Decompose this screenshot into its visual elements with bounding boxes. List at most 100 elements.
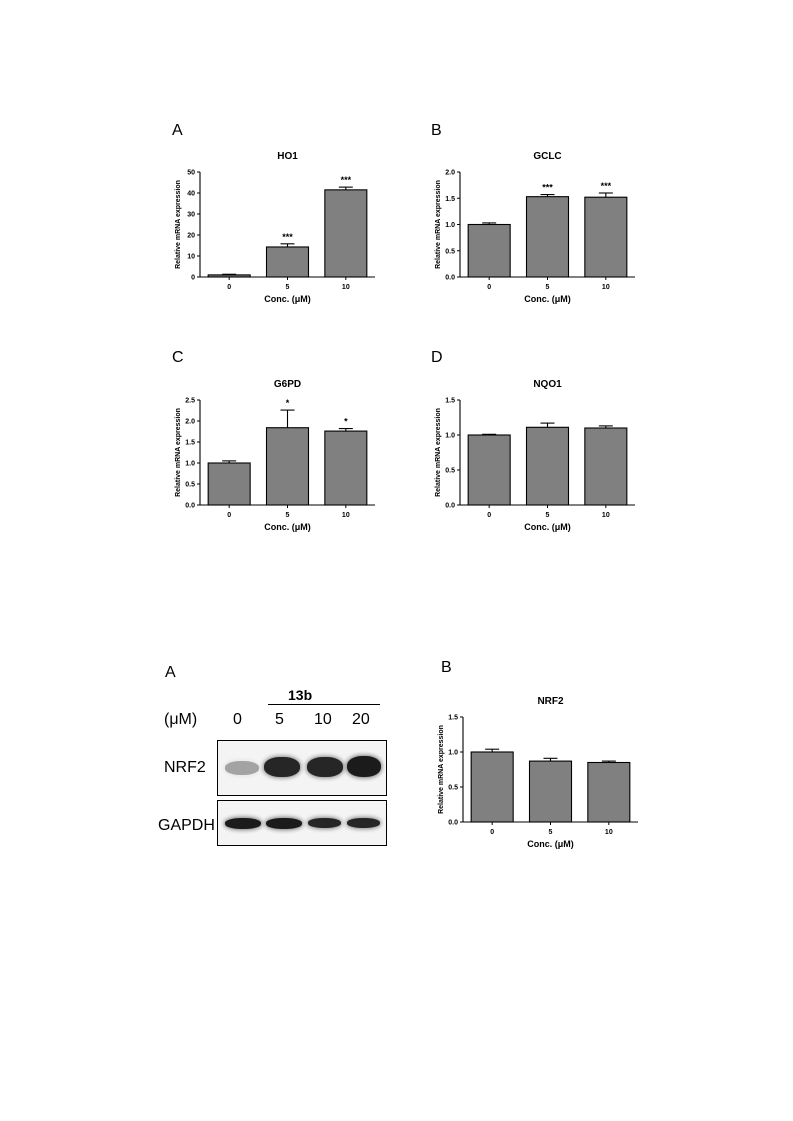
y-tick-label: 1.0: [445, 222, 455, 229]
compound-underline: [268, 704, 380, 705]
nrf2-band-lane4: [347, 756, 381, 777]
chart-nrf2: NRF2 0.0 0.5 1.0 1.5 0 5 10 Conc. (μM) Relative m…: [438, 696, 638, 849]
gapdh-blot-strip: [217, 800, 387, 846]
significance-marker: ***: [282, 232, 293, 242]
chart-gclc: GCLC 0.0 0.5 1.0 1.5 2.0 0 5 *** 10 *** Conc. (μM) R…: [435, 151, 635, 304]
y-tick-label: 2.0: [185, 419, 195, 426]
x-tick-label: 0: [227, 512, 231, 519]
y-tick-label: 0.5: [185, 482, 195, 489]
lane-label-20: 20: [352, 711, 370, 728]
bar: [467, 434, 511, 506]
x-tick-label: 10: [342, 512, 350, 519]
y-tick-label: 0.5: [445, 248, 455, 255]
row-label-gapdh: GAPDH: [158, 817, 215, 834]
y-tick-label: 0.0: [445, 503, 455, 510]
y-tick-label: 20: [187, 233, 195, 240]
x-tick-label: 10: [602, 284, 610, 291]
y-tick-label: 1.5: [448, 715, 458, 722]
y-tick-label: 1.5: [185, 440, 195, 447]
x-tick-label: 0: [487, 512, 491, 519]
chart-title: HO1: [277, 151, 298, 162]
panel-letter-a: A: [172, 122, 183, 139]
bar: [265, 246, 310, 278]
x-tick-label: 5: [546, 284, 550, 291]
x-tick-label: 5: [286, 512, 290, 519]
panel-letter-a2: A: [165, 664, 176, 681]
panel-letter-c: C: [172, 349, 184, 366]
lane-label-10: 10: [314, 711, 332, 728]
x-axis-label: Conc. (μM): [524, 294, 571, 304]
y-tick-label: 50: [187, 170, 195, 177]
y-tick-label: 1.0: [445, 433, 455, 440]
bar: [587, 761, 631, 823]
x-tick-label: 0: [487, 284, 491, 291]
x-tick-label: 10: [342, 284, 350, 291]
significance-marker: *: [344, 417, 348, 427]
lane-label-0: 0: [233, 711, 242, 728]
y-axis-label: Relative mRNA expression: [435, 180, 442, 269]
bar: [584, 427, 628, 506]
nrf2-band-lane3: [307, 757, 343, 777]
x-tick-label: 5: [549, 829, 553, 836]
row-label-nrf2: NRF2: [164, 759, 206, 776]
y-tick-label: 40: [187, 191, 195, 198]
chart-nqo1: NQO1 0.0 0.5 1.0 1.5 0 5 10 Conc. (μM) Relative m…: [435, 379, 635, 532]
y-tick-label: 0.0: [448, 820, 458, 827]
significance-marker: *: [286, 398, 290, 408]
panel-letter-b: B: [431, 122, 442, 139]
x-axis-label: Conc. (μM): [527, 839, 574, 849]
panel-letter-d: D: [431, 349, 443, 366]
y-axis-label: Relative mRNA expression: [435, 408, 442, 497]
gapdh-band-lane1: [225, 818, 261, 829]
y-axis-label: Relative mRNA expression: [438, 725, 445, 814]
x-axis-label: Conc. (μM): [264, 294, 311, 304]
significance-marker: ***: [601, 181, 612, 191]
y-tick-label: 30: [187, 212, 195, 219]
y-axis-label: Relative mRNA expression: [175, 180, 182, 269]
compound-label: 13b: [288, 687, 313, 703]
x-tick-label: 10: [602, 512, 610, 519]
y-tick-label: 1.0: [448, 750, 458, 757]
x-tick-label: 5: [286, 284, 290, 291]
bar: [324, 189, 368, 278]
chart-title: NRF2: [537, 696, 564, 707]
bar: [584, 196, 628, 278]
y-tick-label: 0: [191, 275, 195, 282]
y-tick-label: 0.0: [445, 275, 455, 282]
bar: [525, 426, 570, 506]
bar: [265, 427, 310, 506]
y-axis-label: Relative mRNA expression: [175, 408, 182, 497]
significance-marker: ***: [341, 175, 352, 185]
x-tick-label: 5: [546, 512, 550, 519]
bar: [525, 196, 570, 278]
bar: [324, 430, 368, 506]
lane-label-5: 5: [275, 711, 284, 728]
chart-title: NQO1: [533, 379, 562, 390]
chart-title: GCLC: [533, 151, 561, 162]
unit-label: (μM): [164, 711, 198, 728]
bar: [207, 462, 251, 506]
nrf2-band-lane1: [225, 761, 259, 775]
nrf2-band-lane2: [264, 757, 300, 777]
gapdh-band-lane2: [266, 818, 302, 829]
bar: [470, 751, 514, 823]
y-tick-label: 1.0: [185, 461, 195, 468]
y-tick-label: 0.5: [445, 468, 455, 475]
chart-ho1: HO1 0 10 20 30 40 50 0 5 *** 10 *** Conc. (μM) Relati…: [175, 151, 375, 304]
y-tick-label: 2.0: [445, 170, 455, 177]
x-tick-label: 10: [605, 829, 613, 836]
bar: [467, 223, 511, 278]
panel-letter-b2: B: [441, 659, 452, 676]
nrf2-blot-strip: [217, 740, 387, 796]
x-axis-label: Conc. (μM): [264, 522, 311, 532]
chart-title: G6PD: [274, 379, 301, 390]
gapdh-band-lane4: [347, 818, 380, 828]
y-tick-label: 0.5: [448, 785, 458, 792]
bar: [207, 274, 251, 278]
x-axis-label: Conc. (μM): [524, 522, 571, 532]
y-tick-label: 10: [187, 254, 195, 261]
chart-g6pd: G6PD 0.0 0.5 1.0 1.5 2.0 2.5 0 5 * 10 * Conc. (μM) Re…: [175, 379, 375, 532]
bar: [528, 760, 573, 823]
y-tick-label: 0.0: [185, 503, 195, 510]
x-tick-label: 0: [490, 829, 494, 836]
